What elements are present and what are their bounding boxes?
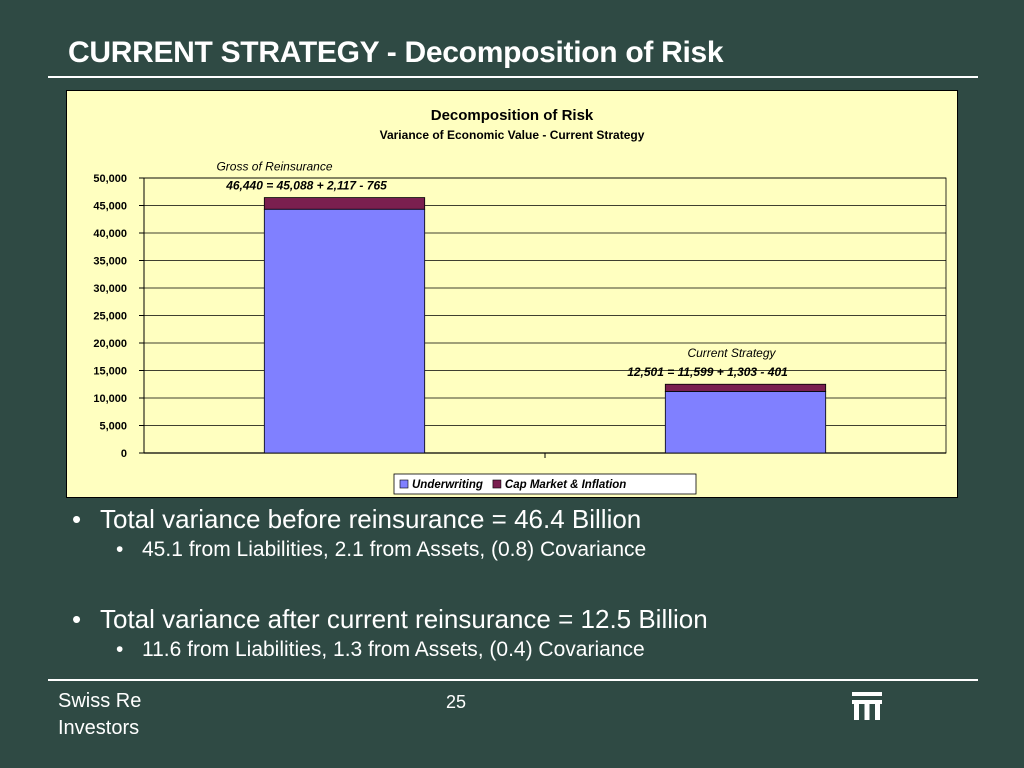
- bar-underwriting: [263, 208, 426, 454]
- y-tick-label: 15,000: [93, 366, 127, 378]
- bullet-after-reinsurance: • Total variance after current reinsuran…: [70, 604, 970, 638]
- bullet-text: Total variance before reinsurance = 46.4…: [100, 504, 642, 534]
- y-tick-label: 30,000: [93, 283, 127, 295]
- bar-annotation: 12,501 = 11,599 + 1,303 - 401: [627, 365, 788, 379]
- footer-company-line2: Investors: [58, 717, 140, 739]
- page-number: 25: [446, 692, 467, 712]
- bullet-dot: •: [72, 504, 82, 534]
- chart-title: Decomposition of Risk: [431, 107, 594, 124]
- sub-bullet-text: 11.6 from Liabilities, 1.3 from Assets, …: [142, 638, 645, 661]
- y-tick-label: 45,000: [93, 201, 127, 213]
- y-tick-label: 0: [121, 448, 127, 460]
- y-tick-label: 25,000: [93, 311, 127, 323]
- footer-company: Swiss Re Investors: [58, 688, 141, 742]
- sub-bullet-text: 45.1 from Liabilities, 2.1 from Assets, …: [142, 538, 647, 561]
- bullet-list: • Total variance before reinsurance = 46…: [70, 504, 970, 668]
- legend-label: Underwriting: [412, 479, 483, 491]
- sub-bullet-after-reinsurance: • 11.6 from Liabilities, 1.3 from Assets…: [70, 638, 970, 668]
- bullet-dot: •: [116, 638, 124, 661]
- y-tick-label: 5,000: [99, 421, 127, 433]
- y-tick-label: 20,000: [93, 338, 127, 350]
- legend-swatch: [399, 479, 409, 489]
- category-label: Current Strategy: [687, 346, 776, 360]
- bar-cap-market-inflation: [263, 197, 426, 210]
- category-label: Gross of Reinsurance: [216, 160, 332, 174]
- footer-company-line1: Swiss Re: [58, 690, 142, 712]
- y-tick-label: 10,000: [93, 393, 127, 405]
- sub-bullet-before-reinsurance: • 45.1 from Liabilities, 2.1 from Assets…: [70, 538, 970, 568]
- bar-annotation: 46,440 = 45,088 + 2,117 - 765: [225, 179, 387, 193]
- bullet-dot: •: [116, 538, 124, 561]
- swiss-re-logo-icon: [852, 692, 882, 720]
- chart-subtitle: Variance of Economic Value - Current Str…: [380, 128, 645, 142]
- title-divider: [48, 76, 978, 78]
- y-tick-label: 50,000: [93, 173, 127, 185]
- y-tick-label: 35,000: [93, 256, 127, 268]
- y-tick-label: 40,000: [93, 228, 127, 240]
- legend-swatch: [492, 479, 502, 489]
- bar-underwriting: [664, 391, 827, 454]
- legend-label: Cap Market & Inflation: [505, 479, 626, 491]
- risk-decomposition-chart: Decomposition of Risk Variance of Economi…: [93, 107, 947, 495]
- footer-divider: [48, 679, 978, 681]
- chart-panel: Decomposition of Risk Variance of Economi…: [66, 90, 958, 498]
- bullet-text: Total variance after current reinsurance…: [100, 604, 708, 634]
- bullet-dot: •: [72, 604, 82, 634]
- bullet-before-reinsurance: • Total variance before reinsurance = 46…: [70, 504, 970, 538]
- bar-cap-market-inflation: [664, 383, 827, 392]
- slide-title: CURRENT STRATEGY - Decomposition of Risk: [68, 36, 724, 69]
- legend-box: [393, 473, 697, 495]
